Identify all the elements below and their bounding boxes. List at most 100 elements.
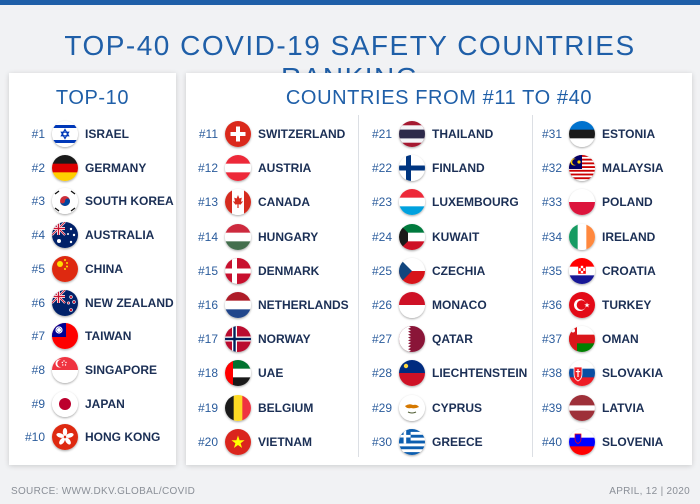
rank-label: #19: [197, 400, 218, 415]
denmark-flag-icon: [225, 257, 251, 284]
rank-label: #30: [371, 434, 392, 449]
south-korea-flag-icon: [52, 188, 78, 215]
country-name: HONG KONG: [85, 430, 161, 445]
rank-label: #26: [371, 298, 392, 312]
country-name: SLOVENIA: [602, 434, 664, 449]
country-row: #4 AUSTRALIA: [19, 220, 154, 250]
hungary-flag-icon: [225, 223, 251, 250]
country-row: #25 CZECHIA: [366, 256, 485, 286]
rank-label: #12: [197, 161, 218, 176]
country-row: #30 GREECE: [366, 427, 483, 457]
country-row: #20 VIETNAM: [192, 427, 312, 457]
new-zealand-flag-icon: [52, 289, 78, 316]
china-flag-icon: [52, 255, 78, 282]
country-row: #19 BELGIUM: [192, 393, 313, 423]
column-divider: [532, 115, 533, 457]
uae-flag-icon: [225, 360, 251, 387]
norway-flag-icon: [225, 326, 251, 353]
rank-label: #40: [541, 434, 562, 449]
turkey-flag-icon: [569, 292, 595, 318]
rank-label: #14: [197, 229, 218, 244]
country-row: #10 HONG KONG: [19, 422, 160, 452]
country-name: LATVIA: [602, 400, 645, 415]
country-name: THAILAND: [432, 127, 494, 141]
country-row: #15 DENMARK: [192, 256, 319, 286]
country-name: CYPRUS: [432, 400, 483, 415]
austria-flag-icon: [225, 155, 251, 182]
rank-label: #2: [31, 160, 45, 175]
monaco-flag-icon: [399, 292, 425, 318]
country-name: LIECHTENSTEIN: [432, 366, 528, 381]
country-row: #5 CHINA: [19, 254, 123, 284]
country-row: #35 CROATIA: [536, 256, 656, 286]
finland-flag-icon: [399, 155, 425, 182]
country-name: DENMARK: [258, 263, 320, 278]
rank-label: #29: [371, 400, 392, 415]
oman-flag-icon: [569, 326, 595, 353]
country-name: SLOVAKIA: [602, 366, 664, 381]
country-name: MALAYSIA: [602, 161, 664, 176]
rank-label: #32: [541, 161, 562, 176]
canada-flag-icon: [225, 189, 251, 216]
vietnam-flag-icon: [225, 428, 251, 455]
rank-label: #22: [371, 161, 392, 176]
country-row: #17 NORWAY: [192, 324, 311, 354]
country-name: NEW ZEALAND: [85, 295, 174, 310]
country-row: #9 JAPAN: [19, 389, 125, 419]
country-name: HUNGARY: [258, 229, 319, 244]
czechia-flag-icon: [399, 257, 425, 284]
rank-label: #3: [31, 194, 45, 209]
rank-label: #11: [198, 127, 218, 141]
singapore-flag-icon: [52, 356, 78, 383]
rank-label: #1: [31, 127, 45, 141]
rank-label: #15: [197, 263, 218, 278]
country-name: NORWAY: [258, 332, 311, 347]
croatia-flag-icon: [569, 257, 595, 284]
rank-label: #5: [31, 261, 45, 276]
rank-label: #33: [541, 195, 562, 210]
rank-label: #38: [541, 366, 562, 381]
country-row: #12 AUSTRIA: [192, 153, 311, 183]
country-row: #6 NEW ZEALAND: [19, 288, 174, 318]
country-row: #3 SOUTH KOREA: [19, 186, 174, 216]
rank-label: #8: [31, 362, 45, 377]
country-name: IRELAND: [602, 229, 656, 244]
country-name: LUXEMBOURG: [432, 195, 519, 210]
rank-label: #18: [197, 366, 218, 381]
taiwan-flag-icon: [52, 323, 78, 350]
top10-panel: TOP-10 #1 ISRAEL #2 GERMANY #3 SOUTH KOREA #4 A…: [9, 73, 176, 465]
country-name: CHINA: [85, 261, 123, 276]
rank-label: #37: [541, 332, 562, 347]
australia-flag-icon: [52, 222, 78, 249]
kuwait-flag-icon: [399, 223, 425, 250]
slovakia-flag-icon: [569, 360, 595, 387]
liechtenstein-flag-icon: [399, 360, 425, 387]
country-name: GREECE: [432, 434, 483, 449]
country-row: #14 HUNGARY: [192, 222, 318, 252]
country-row: #39 LATVIA: [536, 393, 644, 423]
country-name: NETHERLANDS: [258, 298, 349, 312]
country-name: VIETNAM: [258, 434, 312, 449]
ireland-flag-icon: [569, 223, 595, 250]
country-row: #22 FINLAND: [366, 153, 485, 183]
country-name: FINLAND: [432, 161, 485, 176]
slovenia-flag-icon: [569, 428, 595, 455]
luxembourg-flag-icon: [399, 189, 425, 216]
rank-label: #28: [371, 366, 392, 381]
rank-label: #4: [31, 228, 45, 243]
country-row: #28 LIECHTENSTEIN: [366, 358, 527, 388]
country-row: #31 ESTONIA: [536, 119, 655, 149]
poland-flag-icon: [569, 189, 595, 216]
japan-flag-icon: [52, 390, 78, 417]
country-row: #23 LUXEMBOURG: [366, 187, 519, 217]
rank-label: #39: [541, 400, 562, 415]
source-note: SOURCE: WWW.DKV.GLOBAL/COVID: [11, 486, 196, 497]
rank-label: #6: [31, 295, 45, 310]
country-name: QATAR: [432, 332, 473, 347]
country-row: #29 CYPRUS: [366, 393, 482, 423]
country-name: CANADA: [258, 195, 310, 210]
country-row: #21 THAILAND: [366, 119, 493, 149]
country-row: #1 ISRAEL: [19, 119, 129, 149]
qatar-flag-icon: [399, 326, 425, 353]
rest-panel: COUNTRIES FROM #11 TO #40 #11 SWITZERLAND…: [186, 73, 692, 465]
